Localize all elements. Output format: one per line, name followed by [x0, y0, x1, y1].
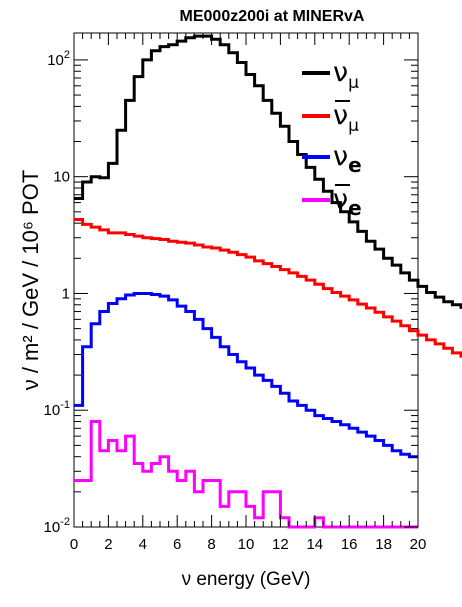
- y-tick-label: 102: [47, 49, 70, 69]
- x-tick-label: 6: [173, 536, 181, 553]
- axis-ticks: [73, 33, 419, 528]
- x-tick-label: 20: [410, 536, 427, 553]
- legend-label-1: νμ: [333, 100, 359, 136]
- x-tick-label: 10: [238, 536, 255, 553]
- x-tick-labels: 0 2 4 6 8 10 12 14 16 18 20: [70, 536, 427, 553]
- y-tick-label: 10-2: [44, 516, 70, 536]
- x-tick-label: 2: [104, 536, 112, 553]
- legend: νμ νμ νe νe: [302, 57, 362, 220]
- x-axis-title: ν energy (GeV): [182, 569, 311, 590]
- x-tick-label: 16: [341, 536, 358, 553]
- y-tick-label: 10-1: [44, 399, 70, 419]
- x-tick-label: 8: [207, 536, 215, 553]
- x-tick-label: 4: [139, 536, 147, 553]
- legend-label-2: νe: [333, 141, 362, 177]
- legend-label-3: νe: [333, 184, 362, 220]
- series-group: [74, 34, 462, 529]
- x-tick-label: 12: [272, 536, 289, 553]
- series-line-2: [74, 292, 418, 459]
- series-line-1: [74, 218, 462, 358]
- legend-label-0: νμ: [333, 57, 359, 93]
- y-axis-title: ν / m² / GeV / 10⁶ POT: [18, 170, 43, 391]
- y-tick-label: 10: [53, 169, 70, 186]
- series-line-3: [74, 420, 418, 529]
- x-tick-label: 14: [306, 536, 323, 553]
- x-tick-label: 0: [70, 536, 78, 553]
- y-tick-label: 1: [62, 285, 70, 302]
- x-tick-label: 18: [375, 536, 392, 553]
- chart-title: ME000z200i at MINERvA: [180, 8, 365, 25]
- y-tick-labels: 10-2 10-1 1 10 102: [44, 49, 70, 536]
